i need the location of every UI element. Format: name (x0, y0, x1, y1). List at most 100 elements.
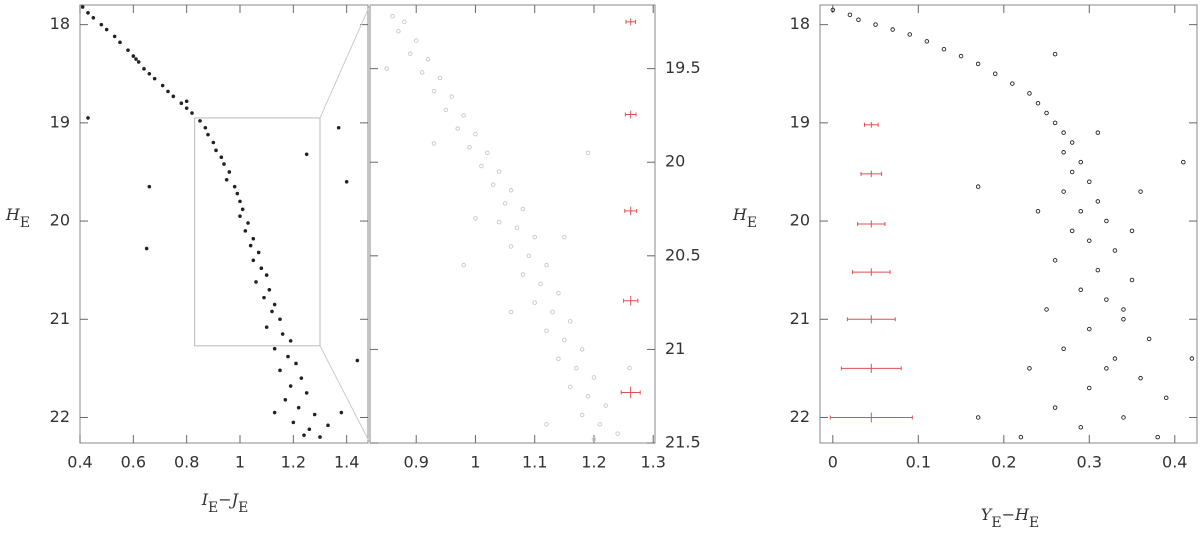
point (219, 155, 224, 160)
point (336, 125, 341, 130)
point (272, 410, 277, 415)
point (264, 273, 269, 277)
point (86, 11, 90, 15)
point (147, 184, 152, 189)
point (232, 184, 237, 189)
frame (819, 4, 1198, 444)
point (1078, 159, 1083, 165)
ylabel-label: HE (5, 205, 30, 232)
point (291, 420, 296, 425)
point (579, 412, 585, 418)
point (1078, 287, 1083, 293)
point (830, 7, 836, 13)
point (496, 169, 502, 174)
point (246, 221, 250, 225)
point (443, 107, 449, 113)
point (526, 253, 532, 259)
x-tick-label: 1.3 (640, 453, 665, 472)
point (144, 246, 149, 251)
point (585, 150, 591, 156)
point (312, 412, 317, 417)
point (270, 309, 274, 314)
xlabel-label-part: E (208, 500, 218, 516)
ylabel-label-part: E (20, 215, 30, 231)
point (307, 427, 312, 432)
point (1052, 405, 1058, 410)
point (550, 309, 555, 315)
point (544, 262, 549, 268)
point (538, 281, 543, 287)
x-tick-label: 0.4 (1162, 453, 1187, 472)
point (1104, 218, 1109, 224)
point (992, 71, 998, 76)
zoom-connector (319, 345, 371, 444)
ylabel-label-part: H (5, 205, 21, 224)
point (532, 300, 537, 305)
point (597, 422, 603, 427)
point (520, 206, 526, 212)
point (1052, 120, 1058, 126)
point (384, 66, 389, 71)
y-tick-label: 20 (665, 152, 685, 171)
point (975, 415, 981, 420)
ylabel-label: HE (732, 205, 757, 232)
point (941, 46, 947, 52)
y-tick-label: 21.5 (665, 433, 701, 452)
panel: 0.9 1 1.1 1.2 1.3 19.5 20 20.5 21 21.5 (369, 4, 701, 472)
point (873, 22, 878, 27)
xlabel-label-part: Y (981, 505, 993, 524)
point (86, 116, 90, 120)
point (286, 354, 290, 359)
y-tick-label: 19.5 (665, 58, 701, 77)
point (1069, 169, 1075, 175)
point (1095, 130, 1101, 135)
point (1087, 326, 1092, 332)
xlabel-label-part: E (1029, 515, 1039, 531)
point (473, 216, 478, 221)
y-tick-label: 21 (790, 309, 810, 328)
point (1018, 434, 1024, 440)
point (573, 365, 579, 371)
point (272, 346, 277, 351)
point (396, 28, 401, 34)
point (1087, 238, 1092, 243)
point (91, 15, 96, 20)
xlabel-label-part: E (238, 500, 248, 516)
point (243, 229, 248, 233)
point (1087, 385, 1092, 391)
frame (369, 4, 656, 444)
point (211, 140, 216, 145)
point (294, 361, 298, 366)
point (1112, 356, 1118, 361)
point (355, 358, 360, 363)
point (238, 214, 242, 218)
point (615, 431, 620, 436)
point (99, 22, 104, 27)
point (1044, 110, 1049, 116)
point (1061, 346, 1066, 351)
point (556, 356, 561, 362)
point (425, 57, 431, 62)
x-tick-label: 0.1 (906, 453, 931, 472)
point (1061, 130, 1066, 135)
x-tick-label: 1 (235, 453, 245, 472)
point (485, 150, 490, 156)
point (267, 287, 272, 292)
point (1129, 277, 1135, 283)
point (238, 199, 242, 204)
xlabel-label-part: E (991, 515, 1001, 531)
point (591, 375, 597, 380)
x-tick-label: 1.4 (334, 453, 359, 472)
point (431, 88, 437, 94)
y-tick-label: 21 (665, 339, 685, 358)
point (280, 332, 285, 336)
point (627, 365, 632, 371)
point (419, 70, 425, 75)
x-tick-label: 0.6 (121, 453, 146, 472)
point (1010, 81, 1015, 86)
point (160, 83, 165, 88)
point (222, 162, 226, 166)
y-tick-label: 22 (50, 407, 70, 426)
point (544, 328, 549, 333)
